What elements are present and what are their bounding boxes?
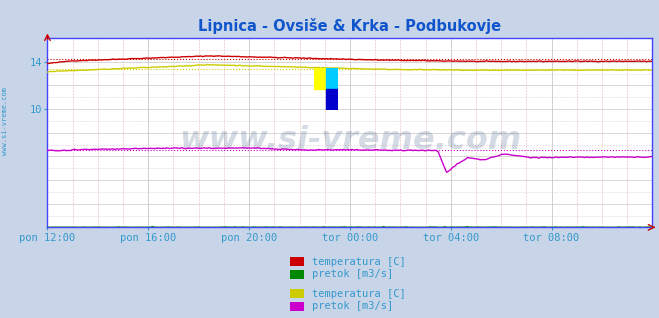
Text: temperatura [C]: temperatura [C]: [312, 288, 406, 299]
Text: pretok [m3/s]: pretok [m3/s]: [312, 301, 393, 311]
Text: pretok [m3/s]: pretok [m3/s]: [312, 269, 393, 280]
Title: Lipnica - Ovsiše & Krka - Podbukovje: Lipnica - Ovsiše & Krka - Podbukovje: [198, 18, 501, 34]
Text: temperatura [C]: temperatura [C]: [312, 257, 406, 267]
Text: www.si-vreme.com: www.si-vreme.com: [2, 87, 9, 155]
Text: www.si-vreme.com: www.si-vreme.com: [179, 125, 521, 156]
